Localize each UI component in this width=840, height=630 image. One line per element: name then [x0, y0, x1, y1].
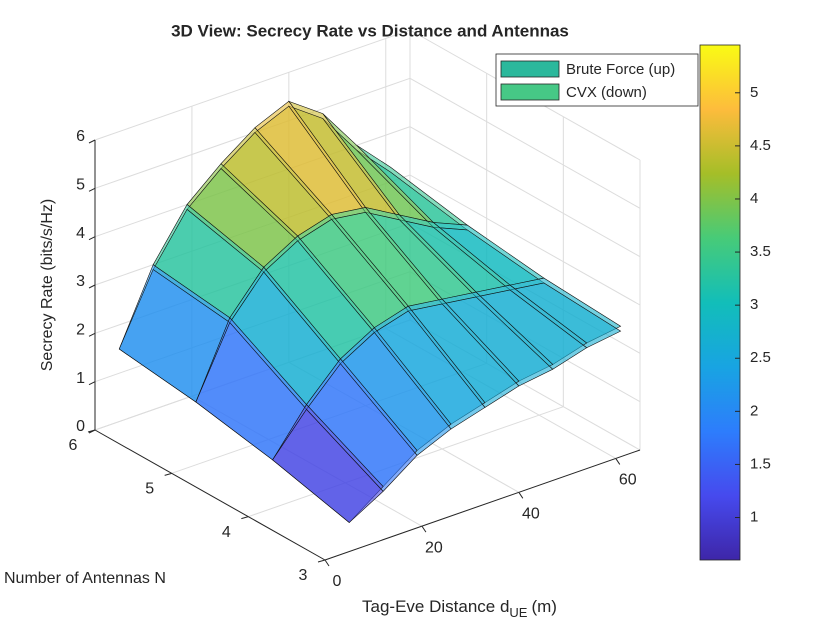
colorbar-tick-label: 5 — [750, 84, 758, 101]
z-grid-line — [409, 126, 641, 258]
z-tick — [88, 187, 96, 192]
y-tick-label: 6 — [69, 437, 78, 454]
colorbar-tick-label: 3 — [750, 296, 758, 313]
x-tick-label: 20 — [425, 539, 443, 556]
z-tick-label: 2 — [76, 322, 85, 339]
surface-patch — [272, 408, 384, 523]
x-tick-label: 0 — [333, 573, 342, 590]
colorbar — [699, 44, 741, 561]
colorbar-tick-label: 4 — [750, 190, 758, 207]
x-tick-label: 60 — [619, 472, 637, 489]
x-tick-label: 40 — [522, 506, 540, 523]
y-tick — [87, 429, 96, 433]
colorbar-tick-label: 1 — [750, 508, 758, 525]
surface-layer — [118, 100, 622, 523]
z-tick — [88, 381, 96, 386]
y-tick-label: 3 — [299, 567, 308, 584]
axis-line — [94, 429, 326, 561]
colorbar-tick-label: 2.5 — [750, 349, 771, 366]
y-tick — [164, 472, 172, 476]
z-tick-label: 3 — [76, 273, 85, 290]
x-axis-label: Tag-Eve Distance dUE (m) — [362, 597, 557, 620]
y-tick-label: 5 — [145, 481, 154, 498]
z-tick-label: 6 — [76, 128, 85, 145]
colorbar-tick-label: 3.5 — [750, 243, 771, 260]
chart-title: 3D View: Secrecy Rate vs Distance and An… — [171, 21, 569, 40]
z-tick-label: 1 — [76, 370, 85, 387]
legend-entries: Brute Force (up) CVX (down) — [500, 60, 675, 101]
z-tick-label: 0 — [76, 418, 85, 435]
colorbar-tick-label: 1.5 — [750, 455, 771, 472]
axis-line — [324, 449, 641, 561]
x-tick — [518, 492, 524, 499]
colorbar-tick-label: 4.5 — [750, 137, 771, 154]
y-tick — [241, 516, 249, 520]
z-tick — [88, 139, 96, 144]
legend-swatch — [500, 60, 560, 78]
colorbar-tick-label: 2 — [750, 402, 758, 419]
z-grid-line — [409, 174, 641, 306]
x-axis-label-sub: UE — [509, 605, 527, 620]
x-axis-label-unit: (m) — [531, 597, 556, 616]
z-tick — [88, 284, 96, 289]
z-tick-label: 5 — [76, 177, 85, 194]
x-tick — [324, 559, 330, 567]
legend-label: Brute Force (up) — [566, 61, 675, 78]
z-tick — [88, 236, 96, 241]
x-axis-label-main: Tag-Eve Distance d — [362, 597, 509, 616]
y-tick — [317, 559, 326, 563]
legend-swatch — [500, 83, 560, 101]
x-tick — [421, 525, 427, 533]
y-tick-label: 4 — [222, 524, 231, 541]
colorbar-ticks: 1 1.5 2 2.5 3 3.5 4 4.5 5 — [735, 84, 771, 525]
legend-label: CVX (down) — [566, 84, 647, 101]
y-axis-label: Number of Antennas N — [4, 570, 166, 587]
z-tick-label: 4 — [76, 225, 85, 242]
z-grid-line — [409, 77, 641, 209]
z-tick — [88, 332, 96, 337]
z-grid-line — [94, 29, 411, 141]
x-tick — [615, 458, 621, 465]
z-axis-label: Secrecy Rate (bits/s/Hz) — [39, 199, 56, 371]
